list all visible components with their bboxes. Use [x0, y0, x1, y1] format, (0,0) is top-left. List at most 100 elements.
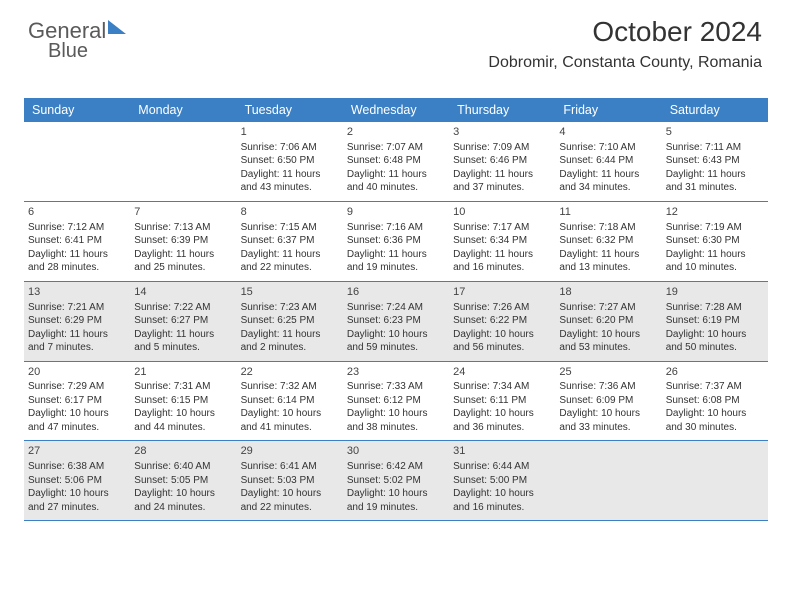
sunset: Sunset: 6:44 PM	[559, 154, 657, 168]
day-header: Friday	[555, 98, 661, 122]
sunset: Sunset: 6:29 PM	[28, 314, 126, 328]
daylight: Daylight: 11 hours and 10 minutes.	[666, 248, 764, 275]
day-cell: 7Sunrise: 7:13 AMSunset: 6:39 PMDaylight…	[130, 202, 236, 281]
day-cell: 21Sunrise: 7:31 AMSunset: 6:15 PMDayligh…	[130, 362, 236, 441]
day-cell: 22Sunrise: 7:32 AMSunset: 6:14 PMDayligh…	[237, 362, 343, 441]
sunset: Sunset: 6:27 PM	[134, 314, 232, 328]
day-cell: 11Sunrise: 7:18 AMSunset: 6:32 PMDayligh…	[555, 202, 661, 281]
daylight: Daylight: 10 hours and 59 minutes.	[347, 328, 445, 355]
daylight: Daylight: 10 hours and 22 minutes.	[241, 487, 339, 514]
daylight: Daylight: 11 hours and 2 minutes.	[241, 328, 339, 355]
day-number: 9	[347, 205, 445, 220]
sunset: Sunset: 6:22 PM	[453, 314, 551, 328]
sunset: Sunset: 5:05 PM	[134, 474, 232, 488]
day-number: 7	[134, 205, 232, 220]
day-cell: 4Sunrise: 7:10 AMSunset: 6:44 PMDaylight…	[555, 122, 661, 201]
sunrise: Sunrise: 7:36 AM	[559, 380, 657, 394]
day-cell	[24, 122, 130, 201]
day-number: 24	[453, 365, 551, 380]
day-cell: 9Sunrise: 7:16 AMSunset: 6:36 PMDaylight…	[343, 202, 449, 281]
sunrise: Sunrise: 7:22 AM	[134, 301, 232, 315]
day-number: 2	[347, 125, 445, 140]
day-number: 18	[559, 285, 657, 300]
daylight: Daylight: 10 hours and 27 minutes.	[28, 487, 126, 514]
sunset: Sunset: 5:03 PM	[241, 474, 339, 488]
daylight: Daylight: 11 hours and 13 minutes.	[559, 248, 657, 275]
sunrise: Sunrise: 7:32 AM	[241, 380, 339, 394]
week-row: 6Sunrise: 7:12 AMSunset: 6:41 PMDaylight…	[24, 202, 768, 282]
day-cell: 28Sunrise: 6:40 AMSunset: 5:05 PMDayligh…	[130, 441, 236, 520]
day-cell	[130, 122, 236, 201]
day-number: 8	[241, 205, 339, 220]
day-number: 5	[666, 125, 764, 140]
sunrise: Sunrise: 7:29 AM	[28, 380, 126, 394]
day-number: 26	[666, 365, 764, 380]
day-number: 16	[347, 285, 445, 300]
sunset: Sunset: 6:34 PM	[453, 234, 551, 248]
sunset: Sunset: 6:23 PM	[347, 314, 445, 328]
day-number: 6	[28, 205, 126, 220]
day-number: 1	[241, 125, 339, 140]
day-cell: 23Sunrise: 7:33 AMSunset: 6:12 PMDayligh…	[343, 362, 449, 441]
day-number: 22	[241, 365, 339, 380]
daylight: Daylight: 11 hours and 28 minutes.	[28, 248, 126, 275]
sunset: Sunset: 6:36 PM	[347, 234, 445, 248]
daylight: Daylight: 10 hours and 50 minutes.	[666, 328, 764, 355]
day-number: 28	[134, 444, 232, 459]
sunrise: Sunrise: 6:44 AM	[453, 460, 551, 474]
logo-icon	[108, 20, 126, 34]
day-number: 31	[453, 444, 551, 459]
sunset: Sunset: 6:37 PM	[241, 234, 339, 248]
day-cell: 13Sunrise: 7:21 AMSunset: 6:29 PMDayligh…	[24, 282, 130, 361]
day-number: 20	[28, 365, 126, 380]
sunrise: Sunrise: 7:33 AM	[347, 380, 445, 394]
sunrise: Sunrise: 7:28 AM	[666, 301, 764, 315]
day-cell: 30Sunrise: 6:42 AMSunset: 5:02 PMDayligh…	[343, 441, 449, 520]
day-header: Tuesday	[237, 98, 343, 122]
week-row: 20Sunrise: 7:29 AMSunset: 6:17 PMDayligh…	[24, 362, 768, 442]
day-number: 12	[666, 205, 764, 220]
day-cell: 12Sunrise: 7:19 AMSunset: 6:30 PMDayligh…	[662, 202, 768, 281]
sunrise: Sunrise: 7:37 AM	[666, 380, 764, 394]
day-header: Wednesday	[343, 98, 449, 122]
sunrise: Sunrise: 7:17 AM	[453, 221, 551, 235]
sunrise: Sunrise: 7:27 AM	[559, 301, 657, 315]
day-cell	[555, 441, 661, 520]
daylight: Daylight: 11 hours and 37 minutes.	[453, 168, 551, 195]
location: Dobromir, Constanta County, Romania	[488, 54, 762, 72]
sunrise: Sunrise: 6:40 AM	[134, 460, 232, 474]
sunset: Sunset: 5:02 PM	[347, 474, 445, 488]
day-number: 4	[559, 125, 657, 140]
day-cell	[662, 441, 768, 520]
sunrise: Sunrise: 7:07 AM	[347, 141, 445, 155]
day-number: 25	[559, 365, 657, 380]
sunset: Sunset: 5:06 PM	[28, 474, 126, 488]
sunrise: Sunrise: 7:31 AM	[134, 380, 232, 394]
sunset: Sunset: 6:50 PM	[241, 154, 339, 168]
sunrise: Sunrise: 7:18 AM	[559, 221, 657, 235]
sunset: Sunset: 6:15 PM	[134, 394, 232, 408]
day-cell: 1Sunrise: 7:06 AMSunset: 6:50 PMDaylight…	[237, 122, 343, 201]
daylight: Daylight: 10 hours and 56 minutes.	[453, 328, 551, 355]
day-number: 10	[453, 205, 551, 220]
sunset: Sunset: 6:12 PM	[347, 394, 445, 408]
daylight: Daylight: 10 hours and 36 minutes.	[453, 407, 551, 434]
day-number: 14	[134, 285, 232, 300]
sunset: Sunset: 6:11 PM	[453, 394, 551, 408]
day-cell: 29Sunrise: 6:41 AMSunset: 5:03 PMDayligh…	[237, 441, 343, 520]
sunset: Sunset: 6:25 PM	[241, 314, 339, 328]
sunset: Sunset: 6:20 PM	[559, 314, 657, 328]
day-cell: 5Sunrise: 7:11 AMSunset: 6:43 PMDaylight…	[662, 122, 768, 201]
day-header: Monday	[130, 98, 236, 122]
sunrise: Sunrise: 6:42 AM	[347, 460, 445, 474]
day-cell: 16Sunrise: 7:24 AMSunset: 6:23 PMDayligh…	[343, 282, 449, 361]
day-cell: 10Sunrise: 7:17 AMSunset: 6:34 PMDayligh…	[449, 202, 555, 281]
daylight: Daylight: 10 hours and 30 minutes.	[666, 407, 764, 434]
sunrise: Sunrise: 7:26 AM	[453, 301, 551, 315]
sunrise: Sunrise: 6:38 AM	[28, 460, 126, 474]
sunrise: Sunrise: 7:13 AM	[134, 221, 232, 235]
day-cell: 26Sunrise: 7:37 AMSunset: 6:08 PMDayligh…	[662, 362, 768, 441]
sunrise: Sunrise: 7:16 AM	[347, 221, 445, 235]
day-cell: 31Sunrise: 6:44 AMSunset: 5:00 PMDayligh…	[449, 441, 555, 520]
week-row: 1Sunrise: 7:06 AMSunset: 6:50 PMDaylight…	[24, 122, 768, 202]
